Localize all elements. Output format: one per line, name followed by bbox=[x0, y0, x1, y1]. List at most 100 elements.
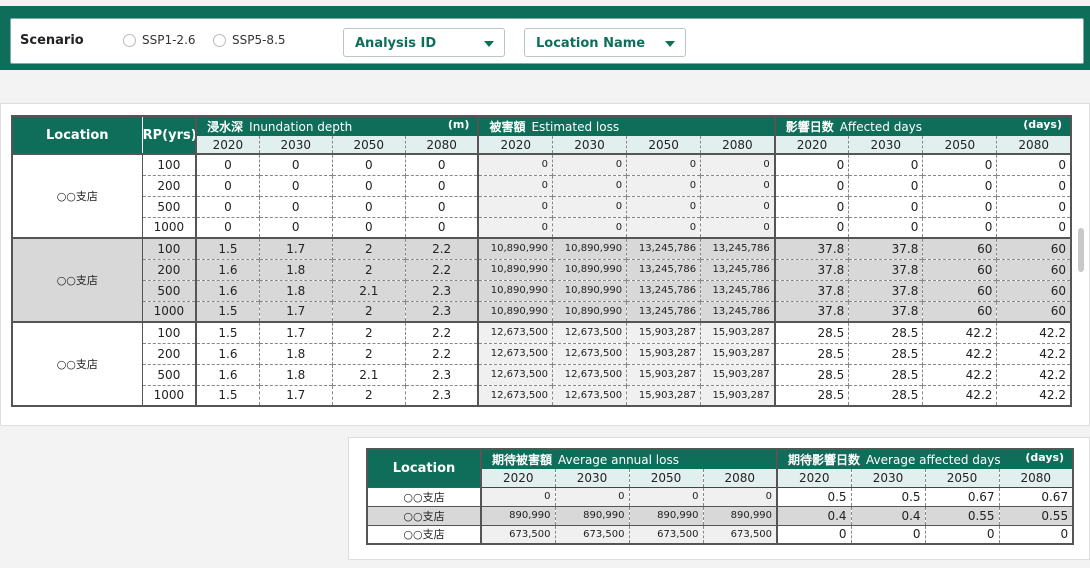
days-cell: 0 bbox=[848, 195, 924, 217]
analysis-id-dropdown[interactable]: Analysis ID bbox=[343, 28, 505, 57]
days-cell: 0 bbox=[773, 153, 850, 175]
days-cell: 60 bbox=[922, 279, 998, 301]
rp-value: 1000 bbox=[141, 216, 198, 238]
days-cell: 60 bbox=[922, 300, 998, 322]
radio-label: SSP1-2.6 bbox=[142, 33, 196, 47]
affected-days-cell: 0.4 bbox=[851, 505, 926, 525]
days-cell: 0 bbox=[996, 216, 1072, 238]
days-cell: 0 bbox=[773, 216, 850, 238]
days-cell: 0 bbox=[848, 153, 924, 175]
depth-cell: 2.3 bbox=[405, 363, 479, 385]
loss-cell: 0 bbox=[700, 153, 776, 175]
affected-days-cell: 0.4 bbox=[776, 505, 852, 525]
group-title-jp: 被害額 bbox=[489, 120, 526, 134]
radio-ssp5-85[interactable]: SSP5-8.5 bbox=[213, 33, 286, 47]
table-row: ○○支店 100 0 0 0 0 0 0 0 0 0 0 0 0 bbox=[12, 153, 1072, 238]
days-cell: 0 bbox=[848, 174, 924, 196]
loss-cell: 15,903,287 bbox=[700, 384, 776, 406]
location-name: ○○支店 bbox=[12, 153, 143, 238]
location-name: ○○支店 bbox=[367, 505, 482, 525]
days-cell: 60 bbox=[922, 258, 998, 280]
depth-cell: 0 bbox=[259, 195, 333, 217]
year-header: 2030 bbox=[555, 469, 630, 488]
year-header: 2030 bbox=[848, 136, 924, 155]
depth-cell: 1.5 bbox=[195, 384, 260, 406]
scrollbar-thumb[interactable] bbox=[1078, 228, 1084, 272]
depth-cell: 1.8 bbox=[259, 279, 333, 301]
table-row: 200 0 0 0 0 0 0 0 0 0 0 0 0 bbox=[12, 174, 1072, 196]
group-title-en: Estimated loss bbox=[531, 120, 620, 134]
loss-cell: 0 bbox=[626, 153, 702, 175]
days-cell: 42.2 bbox=[996, 363, 1072, 385]
days-cell: 0 bbox=[996, 174, 1072, 196]
location-name: ○○支店 bbox=[12, 321, 143, 406]
days-cell: 28.5 bbox=[848, 321, 924, 343]
annual-loss-cell: 673,500 bbox=[629, 524, 704, 544]
year-header: 2080 bbox=[996, 136, 1072, 155]
depth-cell: 1.6 bbox=[195, 279, 260, 301]
annual-loss-cell: 0 bbox=[555, 486, 630, 506]
rp-value: 100 bbox=[141, 153, 198, 175]
loss-cell: 0 bbox=[626, 216, 702, 238]
annual-loss-cell: 0 bbox=[629, 486, 704, 506]
days-cell: 60 bbox=[996, 279, 1072, 301]
radio-circle-icon[interactable] bbox=[213, 33, 226, 47]
location-name-dropdown[interactable]: Location Name bbox=[524, 28, 686, 57]
year-header: 2080 bbox=[700, 136, 776, 155]
annual-loss-cell: 0 bbox=[703, 486, 778, 506]
location-header: Location bbox=[12, 116, 143, 154]
days-cell: 37.8 bbox=[773, 237, 850, 259]
days-cell: 0 bbox=[922, 195, 998, 217]
loss-cell: 13,245,786 bbox=[626, 237, 702, 259]
days-cell: 37.8 bbox=[773, 258, 850, 280]
depth-cell: 0 bbox=[259, 216, 333, 238]
depth-cell: 0 bbox=[195, 153, 260, 175]
loss-cell: 15,903,287 bbox=[626, 384, 702, 406]
days-cell: 0 bbox=[773, 195, 850, 217]
loss-cell: 13,245,786 bbox=[626, 300, 702, 322]
depth-cell: 0 bbox=[405, 195, 479, 217]
dropdown-label: Analysis ID bbox=[355, 36, 437, 51]
table-row: ○○支店 0 0 0 0 0.5 0.5 0.67 0.67 bbox=[367, 486, 1074, 506]
filter-bar: Scenario SSP1-2.6 SSP5-8.5 Analysis ID L… bbox=[10, 18, 1084, 64]
depth-cell: 2 bbox=[332, 300, 406, 322]
loss-cell: 12,673,500 bbox=[552, 321, 628, 343]
depth-cell: 1.7 bbox=[259, 321, 333, 343]
loss-cell: 10,890,990 bbox=[552, 237, 628, 259]
year-header: 2050 bbox=[922, 136, 998, 155]
year-header: 2020 bbox=[773, 136, 850, 155]
depth-cell: 2.2 bbox=[405, 258, 479, 280]
table-row: 200 1.6 1.8 2 2.2 10,890,990 10,890,990 13,245,… bbox=[12, 258, 1072, 280]
group-unit: (days) bbox=[1023, 118, 1062, 131]
loss-cell: 0 bbox=[700, 216, 776, 238]
depth-cell: 2 bbox=[332, 237, 406, 259]
days-cell: 42.2 bbox=[996, 342, 1072, 364]
loss-cell: 12,673,500 bbox=[477, 384, 554, 406]
annual-loss-header: 期待被害額 Average annual loss bbox=[479, 449, 778, 469]
depth-cell: 0 bbox=[405, 216, 479, 238]
depth-cell: 1.8 bbox=[259, 258, 333, 280]
caret-down-icon bbox=[665, 41, 675, 47]
rp-value: 200 bbox=[141, 174, 198, 196]
loss-cell: 10,890,990 bbox=[552, 279, 628, 301]
loss-cell: 0 bbox=[477, 195, 554, 217]
year-header: 2030 bbox=[851, 469, 926, 488]
annual-loss-cell: 890,990 bbox=[703, 505, 778, 525]
affected-days-cell: 0 bbox=[851, 524, 926, 544]
depth-cell: 1.5 bbox=[195, 321, 260, 343]
group-title-en: Average annual loss bbox=[558, 453, 679, 467]
radio-circle-icon[interactable] bbox=[123, 33, 136, 47]
radio-ssp1-26[interactable]: SSP1-2.6 bbox=[123, 33, 196, 47]
depth-cell: 2 bbox=[332, 258, 406, 280]
depth-cell: 1.6 bbox=[195, 258, 260, 280]
scenario-label: Scenario bbox=[20, 33, 84, 48]
depth-cell: 1.5 bbox=[195, 237, 260, 259]
loss-cell: 0 bbox=[477, 153, 554, 175]
depth-cell: 1.7 bbox=[259, 300, 333, 322]
loss-cell: 13,245,786 bbox=[626, 258, 702, 280]
depth-cell: 0 bbox=[259, 153, 333, 175]
loss-cell: 10,890,990 bbox=[477, 258, 554, 280]
filter-frame: Scenario SSP1-2.6 SSP5-8.5 Analysis ID L… bbox=[0, 6, 1090, 70]
affected-days-cell: 0 bbox=[925, 524, 1000, 544]
caret-down-icon bbox=[484, 41, 494, 47]
